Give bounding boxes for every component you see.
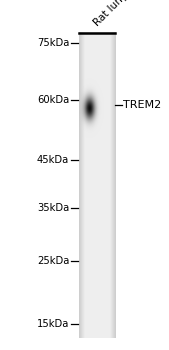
Text: 15kDa: 15kDa <box>37 319 69 329</box>
Text: 75kDa: 75kDa <box>37 38 69 48</box>
Text: 25kDa: 25kDa <box>37 256 69 266</box>
Text: TREM2: TREM2 <box>123 100 162 110</box>
Text: Rat lung: Rat lung <box>92 0 129 28</box>
Text: 35kDa: 35kDa <box>37 203 69 212</box>
Text: 45kDa: 45kDa <box>37 155 69 164</box>
Text: 60kDa: 60kDa <box>37 94 69 105</box>
